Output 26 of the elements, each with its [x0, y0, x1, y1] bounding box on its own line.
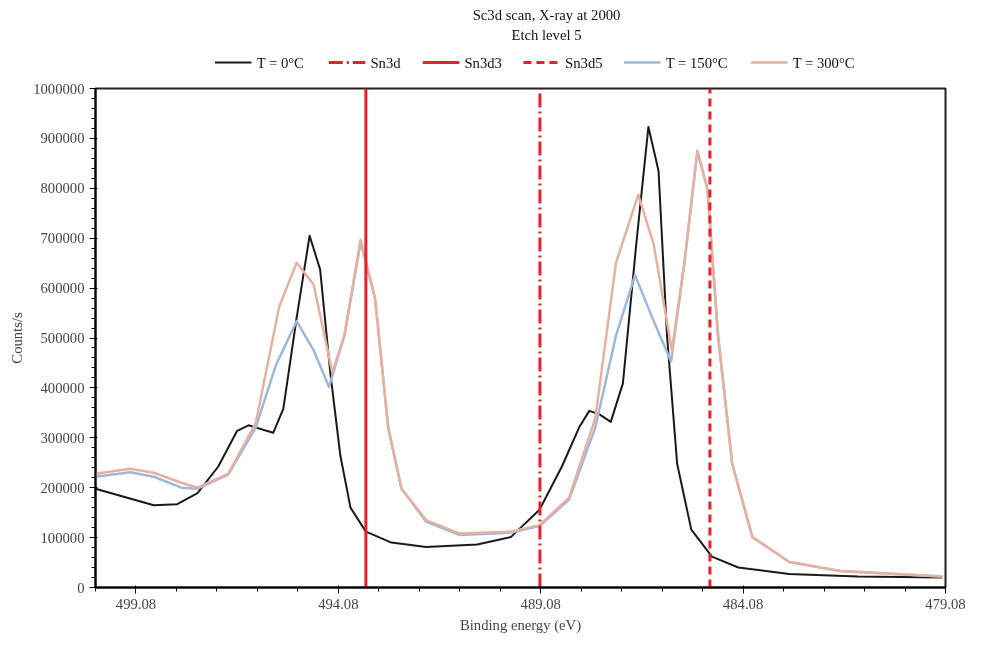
x-tick-label: 499.08	[115, 595, 157, 612]
y-tick-label: 500000	[40, 330, 85, 346]
y-tick-label: 400000	[40, 379, 85, 396]
x-tick-label: 479.08	[925, 595, 966, 612]
legend-label: T = 0°C	[256, 54, 304, 71]
y-tick-label: 200000	[40, 479, 85, 496]
y-tick-label: 800000	[40, 180, 85, 197]
y-tick-label: 300000	[40, 429, 85, 446]
x-tick-label: 494.08	[318, 595, 359, 612]
legend-label: T = 150°C	[665, 54, 728, 71]
y-tick-label: 700000	[40, 230, 85, 247]
y-tick-label: 600000	[40, 280, 85, 297]
y-tick-label: 0	[77, 579, 85, 596]
y-tick-label: 1000000	[33, 80, 85, 97]
y-tick-label: 900000	[40, 130, 85, 147]
y-axis-title: Counts/s	[9, 312, 26, 364]
x-tick-label: 484.08	[722, 595, 764, 612]
legend-label: T = 300°C	[792, 54, 855, 71]
x-axis-title: Binding energy (eV)	[459, 616, 582, 634]
legend-label: Sn3d3	[464, 54, 502, 71]
x-tick-label: 489.08	[520, 595, 561, 612]
legend-label: Sn3d	[370, 54, 402, 71]
chart-title: Sc3d scan, X-ray at 2000	[472, 6, 621, 23]
y-tick-label: 100000	[40, 529, 85, 546]
legend-label: Sn3d5	[565, 54, 603, 71]
chart-subtitle: Etch level 5	[511, 26, 582, 43]
